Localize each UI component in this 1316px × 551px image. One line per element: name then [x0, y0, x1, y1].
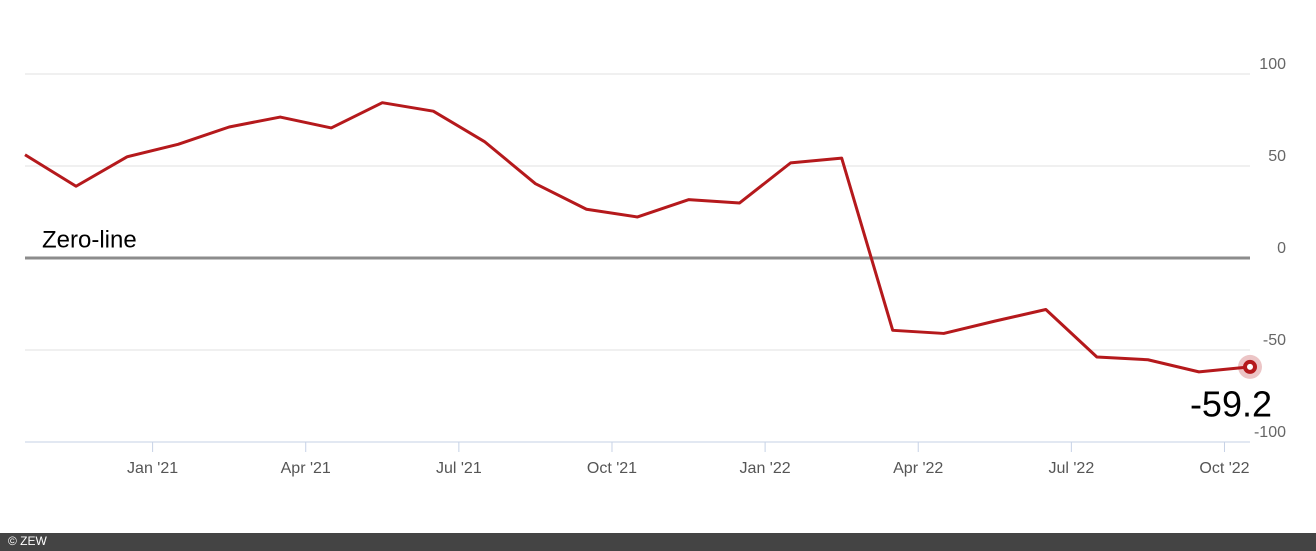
marker-dot — [1247, 363, 1253, 370]
x-tick-label: Oct '21 — [587, 460, 637, 477]
x-tick-label: Apr '21 — [281, 460, 331, 477]
line — [24, 101, 1251, 374]
zero-line-label: Zero-line — [42, 226, 137, 253]
x-tick-label: Jan '21 — [127, 460, 178, 477]
source: © ZEW — [8, 534, 48, 548]
x-tick-label: Oct '22 — [1199, 460, 1249, 477]
x-tick-label: Jan '22 — [740, 460, 791, 477]
y-tick-label: 0 — [1277, 240, 1286, 257]
y-tick-label: 100 — [1259, 56, 1286, 73]
y-tick-label: -100 — [1254, 424, 1286, 441]
x-tick-label: Jul '21 — [436, 460, 482, 477]
y-tick-label: 50 — [1268, 148, 1286, 165]
x-tick-label: Jul '22 — [1048, 460, 1094, 477]
y-tick-label: -50 — [1263, 332, 1286, 349]
value-label: -59.2 — [1190, 383, 1272, 424]
footer-bar — [0, 533, 1316, 551]
x-tick-label: Apr '22 — [893, 460, 943, 477]
